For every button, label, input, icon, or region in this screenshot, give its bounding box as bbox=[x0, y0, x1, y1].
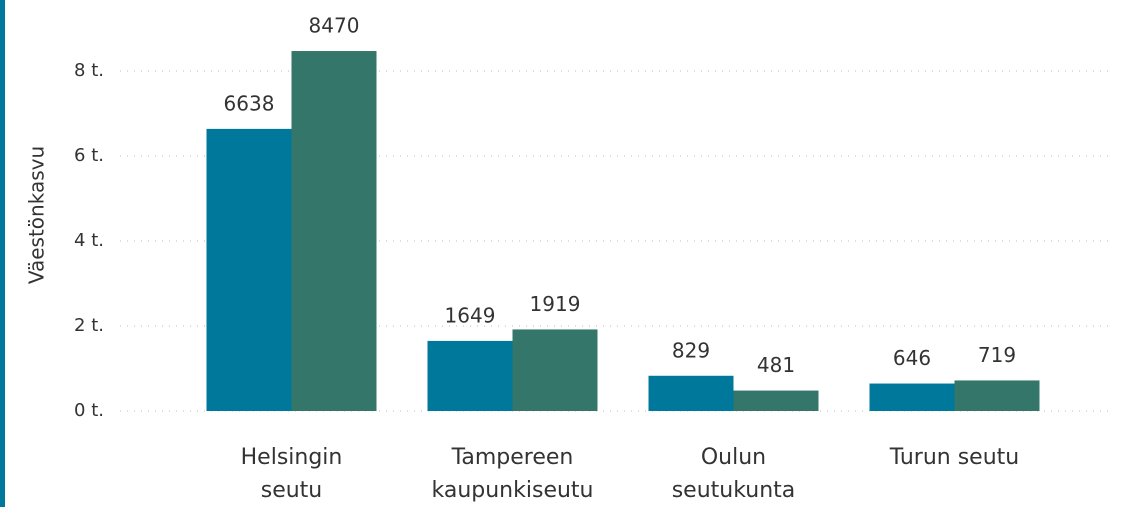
x-tick-label: Oulun seutukunta bbox=[671, 445, 796, 503]
value-label: 719 bbox=[978, 343, 1016, 367]
y-tick-label: 0 t. bbox=[74, 400, 104, 421]
value-label: 1649 bbox=[445, 303, 496, 327]
y-tick-label: 6 t. bbox=[74, 145, 104, 166]
value-label: 8470 bbox=[309, 14, 360, 38]
bar bbox=[291, 51, 377, 412]
bar bbox=[733, 390, 819, 411]
y-axis-label: Väestönkasvu bbox=[25, 146, 49, 284]
bar bbox=[427, 340, 513, 411]
value-label: 646 bbox=[893, 346, 931, 370]
edge-strip bbox=[0, 0, 5, 507]
value-label: 6638 bbox=[224, 91, 275, 115]
y-tick-label: 2 t. bbox=[74, 315, 104, 336]
value-label: 1919 bbox=[530, 292, 581, 316]
x-tick-label: Turun seutu bbox=[889, 445, 1020, 470]
bar bbox=[206, 128, 292, 411]
x-tick-label: Helsingin seutu bbox=[240, 445, 343, 503]
x-tick-label: Tampereen kaupunkiseutu bbox=[431, 445, 594, 503]
bar bbox=[512, 329, 598, 411]
bar bbox=[648, 375, 734, 411]
value-label: 829 bbox=[672, 338, 710, 362]
bar bbox=[869, 383, 955, 411]
value-label: 481 bbox=[757, 353, 795, 377]
y-tick-label: 8 t. bbox=[74, 60, 104, 81]
bar bbox=[954, 380, 1040, 411]
y-tick-label: 4 t. bbox=[74, 230, 104, 251]
